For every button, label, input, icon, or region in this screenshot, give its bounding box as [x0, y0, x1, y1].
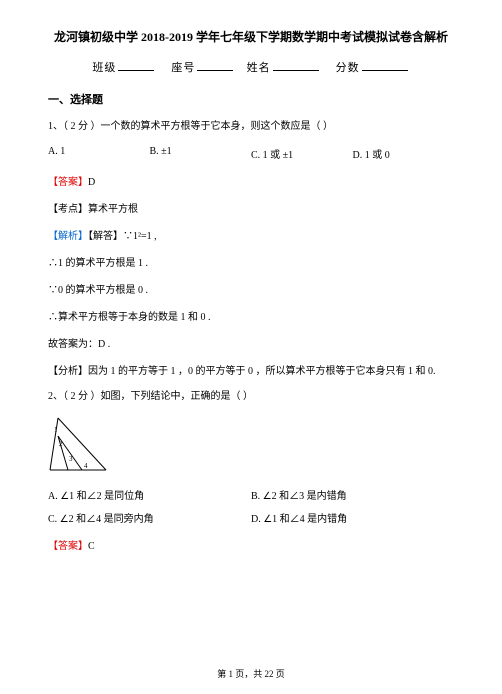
- q1-opt-a: A. 1: [48, 146, 150, 161]
- score-label: 分数: [336, 62, 360, 74]
- q1-explanation-line1: 【解析】【解答】∵1²=1 ,: [48, 227, 454, 242]
- q2-opt-b: B. ∠2 和∠3 是内错角: [251, 487, 454, 502]
- answer-value: D: [88, 177, 95, 188]
- q2-opt-d: D. ∠1 和∠4 是内错角: [251, 510, 454, 525]
- expl-l1: ∵1²=1 ,: [123, 231, 157, 242]
- score-blank: [362, 70, 408, 71]
- answer-label: 【答案】: [48, 541, 88, 552]
- q1-l4: ∴算术平方根等于本身的数是 1 和 0 .: [48, 308, 454, 323]
- q1-options: A. 1 B. ±1 C. 1 或 ±1 D. 1 或 0: [48, 146, 454, 161]
- topic-value: 算术平方根: [88, 204, 138, 215]
- q1-l3: ∵0 的算术平方根是 0 .: [48, 281, 454, 296]
- student-fields: 班级 座号 姓名 分数: [48, 59, 454, 75]
- class-label: 班级: [92, 62, 116, 74]
- angle-4: 4: [84, 462, 88, 470]
- q2-options: A. ∠1 和∠2 是同位角 B. ∠2 和∠3 是内错角 C. ∠2 和∠4 …: [48, 487, 454, 525]
- q1-l2: ∴1 的算术平方根是 1 .: [48, 254, 454, 269]
- class-blank: [118, 70, 154, 71]
- section-heading: 一、选择题: [48, 91, 454, 107]
- explanation-label: 【解析】: [48, 231, 88, 242]
- seat-label: 座号: [171, 62, 195, 74]
- q1-opt-d: D. 1 或 0: [353, 146, 455, 161]
- q1-topic: 【考点】算术平方根: [48, 200, 454, 215]
- answer-value: C: [88, 541, 95, 552]
- q2-opt-c: C. ∠2 和∠4 是同旁内角: [48, 510, 251, 525]
- q1-analysis: 【分析】因为 1 的平方等于 1 ，0 的平方等于 0 ，所以算术平方根等于它本…: [48, 362, 454, 377]
- seat-blank: [197, 70, 233, 71]
- doc-title: 龙河镇初级中学 2018-2019 学年七年级下学期数学期中考试模拟试卷含解析: [48, 28, 454, 45]
- q2-answer: 【答案】C: [48, 537, 454, 552]
- analysis-text: 因为 1 的平方等于 1 ，0 的平方等于 0 ，所以算术平方根等于它本身只有 …: [88, 366, 436, 377]
- q1-answer: 【答案】D: [48, 173, 454, 188]
- name-blank: [273, 70, 319, 71]
- q2-figure: 1 2 3 4: [48, 416, 112, 476]
- page: 龙河镇初级中学 2018-2019 学年七年级下学期数学期中考试模拟试卷含解析 …: [0, 0, 502, 694]
- page-footer: 第 1 页，共 22 页: [0, 667, 502, 680]
- q2-opt-a: A. ∠1 和∠2 是同位角: [48, 487, 251, 502]
- angle-2: 2: [59, 440, 63, 448]
- expl-ans: 【解答】: [88, 231, 123, 242]
- q2-stem: 2、（ 2 分 ）如图，下列结论中，正确的是（ ）: [48, 389, 454, 404]
- q1-opt-b: B. ±1: [150, 146, 252, 161]
- q1-stem: 1、（ 2 分 ）一个数的算术平方根等于它本身，则这个数应是（ ）: [48, 119, 454, 134]
- q1-l5: 故答案为：D .: [48, 335, 454, 350]
- topic-label: 【考点】: [48, 204, 88, 215]
- angle-1: 1: [54, 426, 58, 434]
- name-label: 姓名: [247, 62, 271, 74]
- analysis-label: 【分析】: [48, 366, 88, 377]
- answer-label: 【答案】: [48, 177, 88, 188]
- q1-opt-c: C. 1 或 ±1: [251, 146, 353, 161]
- angle-3: 3: [69, 455, 73, 463]
